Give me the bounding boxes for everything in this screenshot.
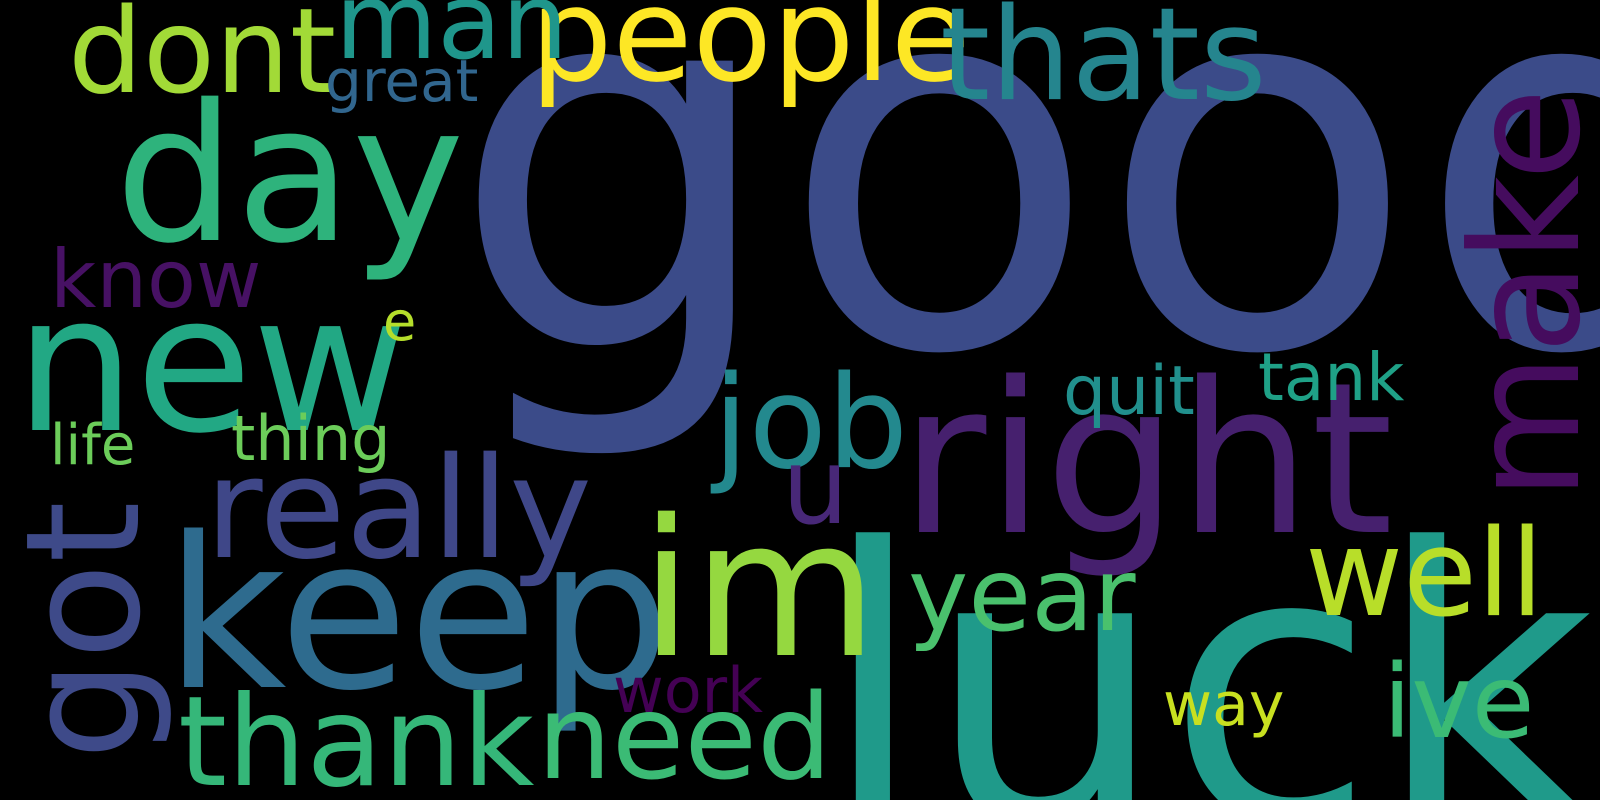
word-quit: quit	[1063, 352, 1195, 431]
word-life: life	[50, 413, 136, 478]
word-know: know	[50, 233, 262, 326]
word-keep: keep	[165, 492, 671, 737]
word-im: im	[640, 479, 878, 700]
word-ive: ive	[1383, 643, 1535, 762]
word-u: u	[782, 426, 849, 548]
word-great: great	[325, 47, 479, 115]
word-well: well	[1305, 505, 1544, 644]
word-got: got	[0, 501, 176, 760]
word-good: good	[450, 0, 1600, 468]
word-thing: thing	[231, 402, 391, 475]
word-right: right	[900, 337, 1394, 582]
word-really: really	[205, 428, 593, 591]
word-man: man	[335, 0, 569, 83]
word-way: way	[1163, 670, 1285, 740]
word-need: need	[537, 668, 832, 800]
word-thats: thats	[940, 0, 1267, 130]
word-e: e	[383, 290, 417, 353]
word-tank: tank	[1258, 339, 1405, 416]
word-job: job	[713, 349, 909, 498]
word-day: day	[115, 64, 465, 285]
word-new: new	[15, 254, 408, 475]
word-thank: thank	[178, 670, 535, 800]
word-luck: luck	[820, 468, 1596, 800]
word-people: people	[530, 0, 971, 111]
word-make: make	[1440, 88, 1600, 500]
word-year: year	[908, 536, 1136, 655]
word-dont: dont	[68, 0, 337, 120]
word-work: work	[613, 654, 764, 727]
